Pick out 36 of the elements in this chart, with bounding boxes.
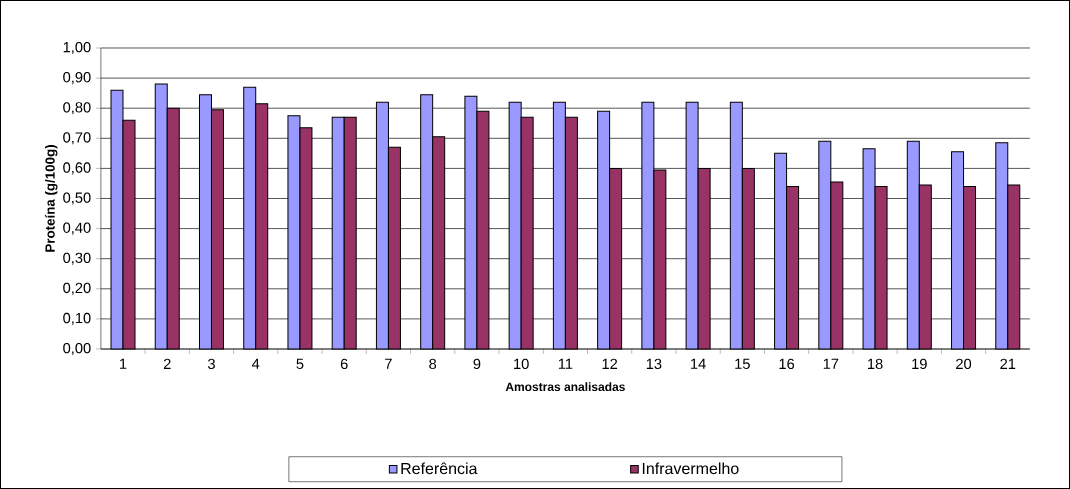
y-tick-label: 0,30 — [63, 252, 91, 265]
x-tick-label: 6 — [340, 358, 348, 370]
y-tick-label: 0,70 — [63, 132, 91, 145]
y-tick-label: 0,20 — [63, 282, 91, 295]
x-tick-label: 12 — [602, 358, 618, 369]
x-tick-label: 14 — [691, 358, 706, 369]
x-tick-label: 9 — [473, 358, 481, 370]
y-tick-label: 0,90 — [63, 72, 91, 85]
x-axis-title: Amostras analisadas — [505, 382, 625, 392]
x-tick-label: 16 — [779, 358, 795, 370]
x-tick-label: 20 — [956, 358, 972, 370]
y-tick-label: 0,40 — [63, 222, 91, 235]
x-tick-label: 5 — [296, 358, 304, 369]
y-tick-label: 0,10 — [63, 312, 91, 325]
x-tick-label: 4 — [251, 358, 260, 369]
y-tick-label: 0,80 — [63, 102, 91, 115]
x-tick-label: 13 — [646, 358, 662, 370]
y-tick-label: 0,60 — [63, 162, 91, 175]
x-tick-label: 11 — [558, 358, 573, 369]
legend-label: Referência — [401, 462, 478, 475]
y-tick-label: 0,00 — [63, 342, 91, 356]
x-tick-label: 2 — [163, 358, 171, 369]
x-tick-label: 8 — [429, 358, 437, 370]
x-tick-label: 7 — [385, 358, 392, 369]
x-tick-label: 17 — [823, 358, 839, 369]
x-tick-label: 1 — [120, 358, 127, 369]
y-tick-label: 0,50 — [63, 192, 91, 205]
x-tick-label: 18 — [868, 358, 883, 370]
x-tick-label: 10 — [514, 358, 529, 370]
x-tick-label: 21 — [1000, 358, 1016, 369]
legend-label: Infravermelho — [642, 462, 739, 475]
x-tick-label: 15 — [735, 358, 750, 369]
x-tick-label: 19 — [912, 358, 927, 370]
y-axis-title: Proteína (g/100g) — [44, 145, 58, 252]
y-tick-label: 1,00 — [63, 41, 91, 55]
x-tick-label: 3 — [207, 358, 215, 370]
